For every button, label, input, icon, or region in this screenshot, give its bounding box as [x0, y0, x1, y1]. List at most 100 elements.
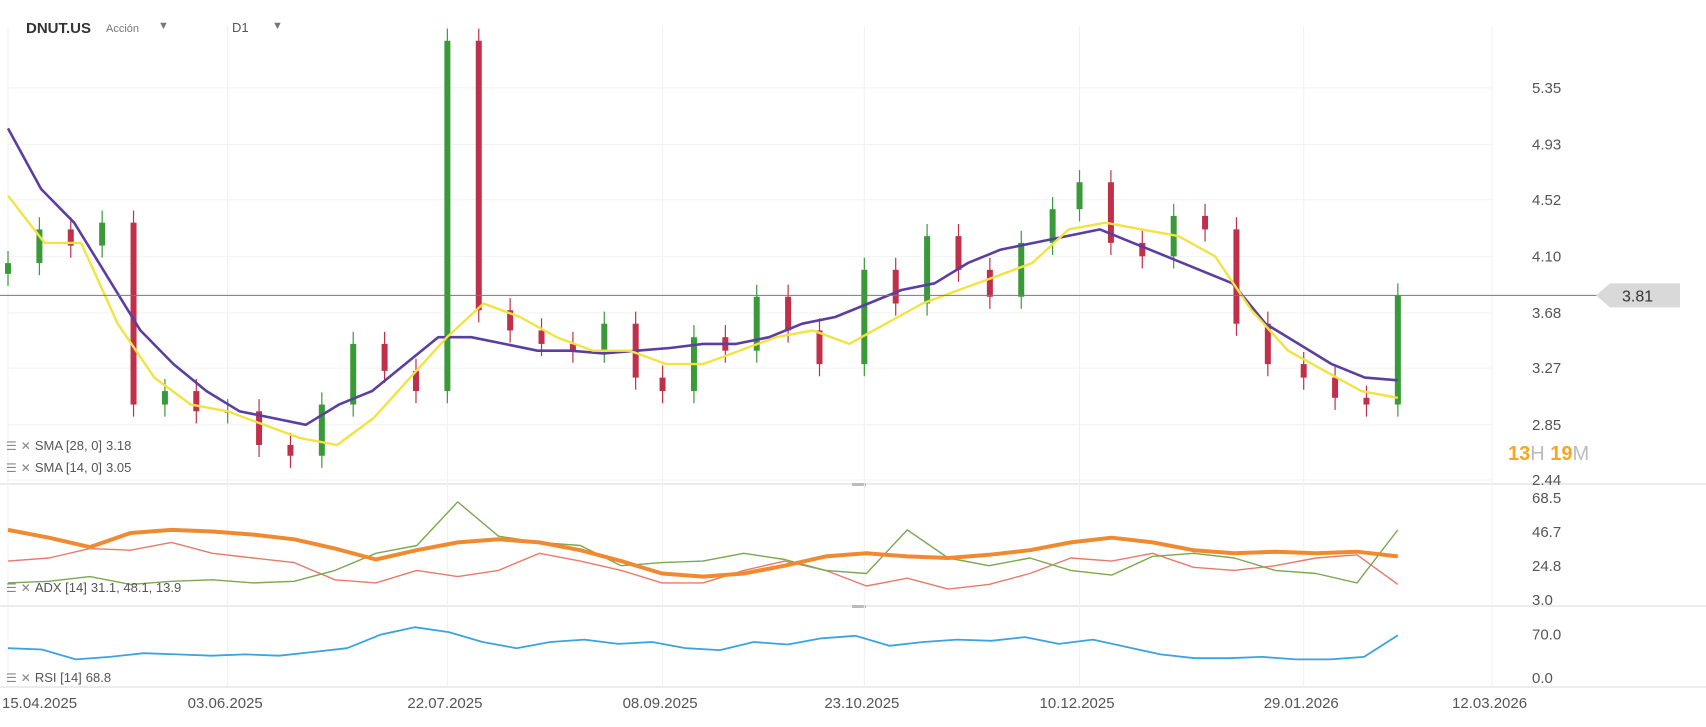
- indicator-value: 3.18: [106, 438, 132, 453]
- candle-body: [861, 269, 868, 365]
- price-tick-label: 4.10: [1532, 248, 1561, 265]
- last-price-label: 3.81: [1622, 288, 1653, 305]
- x-tick-label: 22.07.2025: [407, 695, 482, 712]
- price-tick-label: 2.85: [1532, 417, 1561, 434]
- rsi-tick-label: 0.0: [1532, 670, 1553, 687]
- candle-body: [1394, 295, 1401, 405]
- panel-resize-handle: [852, 605, 866, 608]
- adx-tick-label: 3.0: [1532, 592, 1553, 609]
- candle-body: [350, 343, 357, 405]
- countdown-minutes: 19: [1550, 443, 1573, 465]
- adx-line: [7, 527, 1399, 579]
- candle-body: [36, 229, 43, 264]
- candle-body: [475, 40, 482, 311]
- di-minus-line: [7, 541, 1399, 590]
- candle-body: [318, 404, 325, 456]
- candle-body: [1332, 377, 1339, 398]
- sma28-line: [6, 127, 1398, 427]
- candle-body: [130, 222, 137, 405]
- price-tick-label: 4.93: [1532, 137, 1561, 154]
- adx-tick-label: 68.5: [1532, 490, 1561, 507]
- candle-body: [5, 263, 11, 274]
- candle-body: [1107, 182, 1114, 243]
- candle-body: [569, 343, 576, 351]
- indicator-sma28: ☰ ✕ SMA [28, 0] 3.18: [6, 438, 131, 453]
- candle-body: [287, 444, 294, 456]
- candle-countdown: 13H 19M: [1508, 443, 1589, 466]
- close-icon[interactable]: ✕: [20, 670, 31, 685]
- indicator-sma14: ☰ ✕ SMA [14, 0] 3.05: [6, 460, 131, 475]
- candle-body: [1076, 182, 1083, 210]
- candle-body: [986, 269, 993, 297]
- close-icon[interactable]: ✕: [20, 460, 31, 475]
- indicator-value: 68.8: [85, 670, 112, 685]
- price-tick-label: 4.52: [1532, 192, 1561, 209]
- candle-body: [1264, 323, 1271, 365]
- indicator-menu-icon[interactable]: ☰: [6, 580, 17, 595]
- x-tick-label: 15.04.2025: [2, 695, 77, 712]
- symbol-name[interactable]: DNUT.US: [26, 20, 92, 37]
- candle-body: [1202, 215, 1209, 230]
- candle-body: [538, 330, 545, 344]
- sma14-line: [7, 194, 1399, 447]
- candle-body: [955, 236, 962, 270]
- candle-body: [256, 411, 263, 445]
- timeframe-dropdown-icon[interactable]: ▼: [272, 20, 283, 32]
- candle-body: [193, 391, 200, 412]
- indicator-value: 31.1, 48.1, 13.9: [90, 580, 182, 595]
- indicator-adx: ☰ ✕ ADX [14] 31.1, 48.1, 13.9: [6, 580, 181, 595]
- candle-body: [785, 296, 792, 331]
- candle-body: [816, 330, 823, 365]
- adx-tick-label: 24.8: [1532, 558, 1561, 575]
- indicator-label: RSI [14]: [34, 670, 82, 685]
- panel-resize-handle: [852, 483, 866, 486]
- indicator-label: ADX [14]: [34, 580, 87, 595]
- x-tick-label: 23.10.2025: [824, 695, 899, 712]
- indicator-label: SMA [28, 0]: [34, 438, 103, 453]
- countdown-hours: 13: [1508, 443, 1531, 465]
- indicator-menu-icon[interactable]: ☰: [6, 438, 17, 453]
- indicator-rsi: ☰ ✕ RSI [14] 68.8: [6, 670, 111, 685]
- x-tick-label: 03.06.2025: [188, 695, 263, 712]
- x-tick-label: 12.03.2026: [1452, 695, 1527, 712]
- indicator-menu-icon[interactable]: ☰: [6, 460, 17, 475]
- candle-body: [381, 343, 388, 371]
- candle-body: [412, 370, 419, 392]
- candle-body: [1018, 242, 1025, 297]
- instrument-type: Acción: [106, 23, 140, 35]
- x-tick-label: 29.01.2026: [1264, 695, 1339, 712]
- candle-body: [753, 296, 760, 351]
- symbol-dropdown-icon[interactable]: ▼: [158, 20, 169, 32]
- candle-body: [99, 222, 106, 246]
- close-icon[interactable]: ✕: [20, 580, 31, 595]
- rsi-tick-label: 70.0: [1532, 627, 1561, 644]
- candle-body: [67, 229, 74, 246]
- price-tick-label: 3.68: [1532, 305, 1561, 322]
- indicator-menu-icon[interactable]: ☰: [6, 670, 17, 685]
- last-price-marker: [1596, 283, 1680, 308]
- candle-body: [444, 40, 451, 392]
- candle-body: [1139, 242, 1146, 257]
- price-tick-label: 3.27: [1532, 360, 1561, 377]
- close-icon[interactable]: ✕: [20, 438, 31, 453]
- candle-body: [1300, 364, 1307, 378]
- candle-body: [659, 377, 666, 392]
- candle-body: [161, 391, 168, 405]
- x-tick-label: 10.12.2025: [1040, 695, 1115, 712]
- candle-body: [924, 236, 931, 304]
- price-tick-label: 5.35: [1532, 80, 1561, 97]
- di-plus-line: [7, 501, 1399, 586]
- candle-body: [1049, 209, 1056, 243]
- countdown-m: M: [1572, 443, 1590, 465]
- timeframe-selector[interactable]: D1: [232, 20, 249, 35]
- adx-tick-label: 46.7: [1532, 524, 1561, 541]
- price-tick-label: 2.44: [1532, 472, 1561, 489]
- candle-body: [601, 323, 608, 351]
- indicator-value: 3.05: [106, 460, 132, 475]
- x-tick-label: 08.09.2025: [623, 695, 698, 712]
- candle-body: [892, 269, 899, 304]
- countdown-h: H: [1530, 443, 1545, 465]
- indicator-label: SMA [14, 0]: [34, 460, 103, 475]
- candle-body: [507, 310, 514, 331]
